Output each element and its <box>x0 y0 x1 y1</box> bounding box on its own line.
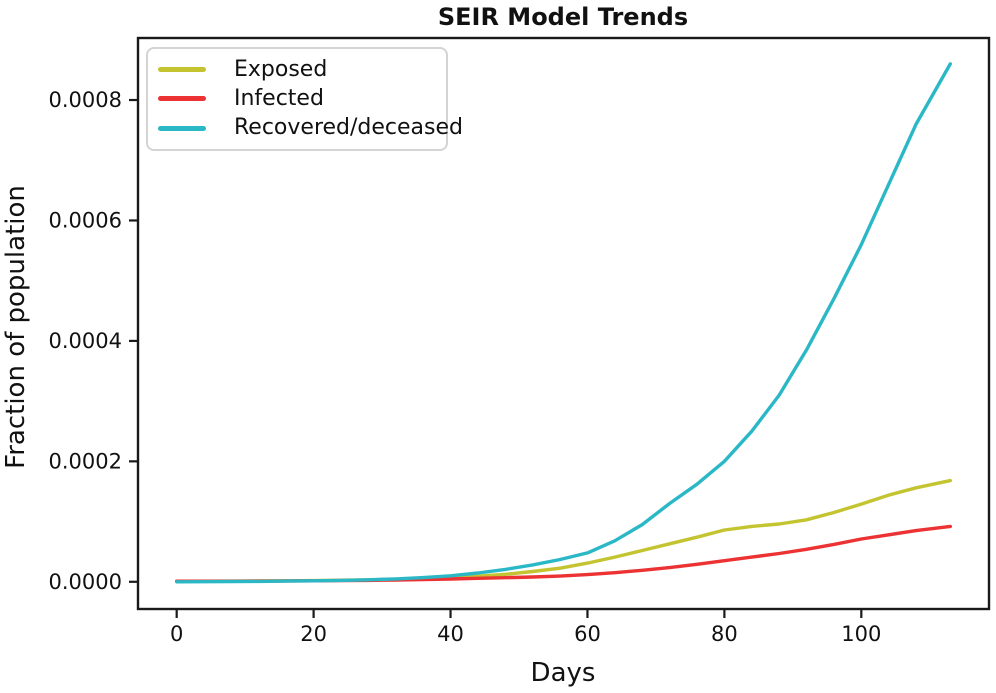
plot-spines <box>136 36 991 611</box>
chart-title: SEIR Model Trends <box>438 3 688 31</box>
y-tick-label-0: 0.0000 <box>49 570 122 594</box>
series-line-exposed <box>175 478 952 583</box>
y-axis-label: Fraction of population <box>1 185 31 469</box>
chart-legend: Exposed Infected Recovered/deceased <box>146 47 463 151</box>
x-tick-label-40: 40 <box>437 622 464 646</box>
x-tick-label-60: 60 <box>574 622 601 646</box>
legend-label-infected: Infected <box>234 85 324 111</box>
y-tick-label-1: 0.0002 <box>49 449 122 473</box>
legend-item-infected: Infected <box>158 84 436 113</box>
x-tick-label-100: 100 <box>841 622 881 646</box>
axis-ticks <box>129 98 863 618</box>
x-tick-label-0: 0 <box>170 622 183 646</box>
data-series <box>175 62 952 584</box>
x-tick-label-80: 80 <box>711 622 738 646</box>
legend-item-exposed: Exposed <box>158 55 436 84</box>
series-line-recovered-deceased <box>175 62 952 584</box>
y-tick-label-4: 0.0008 <box>49 88 122 112</box>
y-tick-label-3: 0.0006 <box>49 208 122 232</box>
axis-tick-labels: 0 20 40 60 80 100 0.0000 0.0002 0.0004 0.0006 0.00… <box>49 88 882 646</box>
x-tick-label-20: 20 <box>300 622 327 646</box>
exposed-line-swatch <box>158 67 206 73</box>
recovered-line-swatch <box>158 125 206 131</box>
infected-line-swatch <box>158 96 206 102</box>
legend-item-recovered: Recovered/deceased <box>158 114 463 143</box>
x-axis-label: Days <box>531 658 596 688</box>
series-line-infected <box>175 524 952 583</box>
y-tick-label-2: 0.0004 <box>49 329 122 353</box>
legend-label-recovered: Recovered/deceased <box>234 115 463 141</box>
legend-label-exposed: Exposed <box>234 56 328 82</box>
